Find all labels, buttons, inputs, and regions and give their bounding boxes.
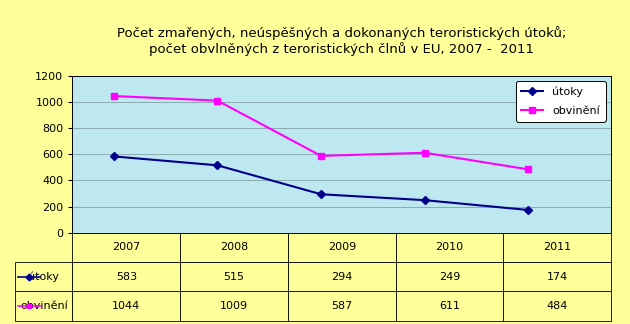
obvinění — [421, 151, 428, 155]
Line: útoky: útoky — [111, 154, 531, 213]
útoky — [318, 192, 325, 196]
obvinění — [214, 99, 221, 103]
obvinění — [524, 168, 532, 171]
útoky — [110, 155, 118, 158]
obvinění — [110, 94, 118, 98]
Line: obvinění: obvinění — [111, 93, 531, 172]
útoky — [214, 163, 221, 167]
útoky — [421, 198, 428, 202]
obvinění — [318, 154, 325, 158]
útoky — [524, 208, 532, 212]
Legend: útoky, obvinění: útoky, obvinění — [515, 81, 605, 122]
Text: Počet zmařených, neúspěšných a dokonaných teroristických útoků;
počet obvlněných: Počet zmařených, neúspěšných a dokonanýc… — [117, 26, 566, 56]
